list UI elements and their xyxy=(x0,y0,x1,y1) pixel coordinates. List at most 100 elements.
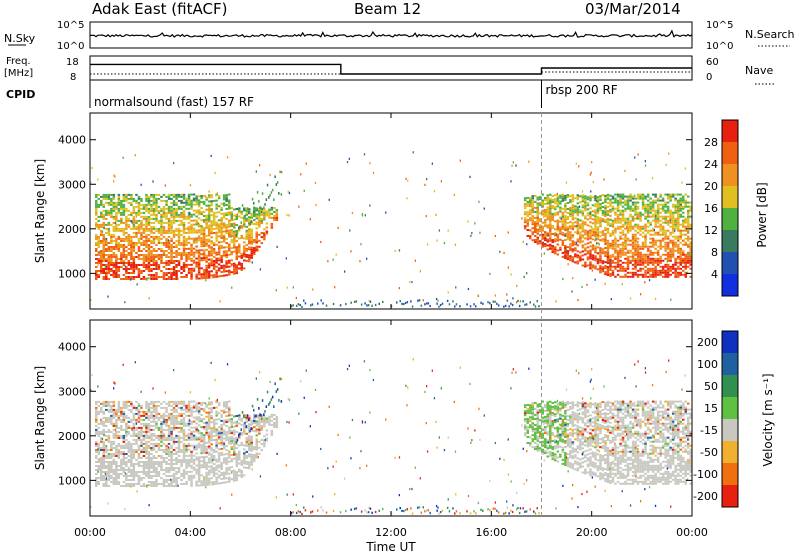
power-cell xyxy=(168,272,171,274)
velocity-cell xyxy=(190,437,193,439)
power-cell xyxy=(532,207,535,209)
power-cell xyxy=(597,230,600,232)
power-cell xyxy=(589,267,592,269)
power-cell xyxy=(584,262,587,264)
power-cell xyxy=(649,202,652,204)
power-cell xyxy=(385,212,386,214)
velocity-cell xyxy=(133,405,136,407)
power-cell xyxy=(248,248,251,250)
power-cell xyxy=(672,218,675,220)
power-cell xyxy=(537,219,540,221)
power-cell xyxy=(582,196,585,198)
power-cell xyxy=(173,218,176,220)
power-cell xyxy=(657,222,660,224)
power-cell xyxy=(95,200,98,202)
power-cell xyxy=(609,257,612,259)
velocity-cell xyxy=(133,465,136,467)
power-cell xyxy=(190,202,193,204)
power-cell xyxy=(649,254,652,256)
power-cell xyxy=(133,236,136,238)
power-cell xyxy=(589,253,592,255)
power-cell xyxy=(652,206,655,208)
power-cell xyxy=(637,260,640,262)
power-cell xyxy=(158,220,161,222)
power-cell xyxy=(562,220,565,222)
power-cell xyxy=(587,230,590,232)
power-cell xyxy=(183,270,186,272)
power-cell xyxy=(682,226,685,228)
power-cell xyxy=(669,194,672,196)
power-cell xyxy=(677,246,680,248)
power-cell xyxy=(652,244,655,246)
power-cell xyxy=(624,274,627,276)
velocity-cell xyxy=(103,479,106,481)
power-cell xyxy=(200,219,203,221)
power-cell xyxy=(612,196,615,198)
power-cell xyxy=(208,247,211,249)
velocity-cell xyxy=(143,473,146,475)
power-cell xyxy=(163,274,166,276)
power-cell xyxy=(183,276,186,278)
velocity-cell xyxy=(118,473,121,475)
velocity-cell xyxy=(173,437,176,439)
power-cell xyxy=(170,208,173,210)
power-cell xyxy=(569,213,572,215)
velocity-cell xyxy=(113,481,116,483)
velocity-cell xyxy=(158,405,161,407)
colorbar-segment xyxy=(722,164,738,186)
power-cell xyxy=(317,303,319,305)
power-cell xyxy=(185,244,188,246)
velocity-cell xyxy=(110,475,113,477)
power-cell xyxy=(163,222,166,224)
power-cell xyxy=(544,197,547,199)
power-cell xyxy=(640,293,641,295)
velocity-cell xyxy=(110,455,113,457)
power-cell xyxy=(205,243,208,245)
power-cell xyxy=(108,230,111,232)
power-cell xyxy=(657,264,660,266)
power-cell xyxy=(256,217,259,219)
power-cell xyxy=(233,273,236,275)
power-cell xyxy=(577,214,580,216)
power-cell xyxy=(685,226,688,228)
power-cell xyxy=(105,198,108,200)
velocity-cell xyxy=(133,463,136,465)
velocity-cell xyxy=(118,457,121,459)
power-cell xyxy=(135,226,138,228)
power-cell xyxy=(158,222,161,224)
velocity-cell xyxy=(198,438,201,440)
velocity-cell xyxy=(170,485,173,487)
power-cell xyxy=(158,236,161,238)
velocity-cell xyxy=(153,483,156,485)
nave-tick-bottom: 0 xyxy=(706,72,712,83)
power-cell xyxy=(238,248,241,250)
power-cell xyxy=(190,258,193,260)
power-cell xyxy=(193,224,196,226)
power-cell xyxy=(225,212,228,214)
velocity-cell xyxy=(168,427,171,429)
power-cell xyxy=(178,262,181,264)
power-cell xyxy=(108,196,111,198)
power-cell xyxy=(265,232,266,234)
power-cell xyxy=(246,250,249,252)
velocity-cell xyxy=(108,475,111,477)
velocity-cell xyxy=(188,439,191,441)
power-cell xyxy=(579,257,582,259)
velocity-cell xyxy=(128,449,131,451)
power-cell xyxy=(188,230,191,232)
power-cell xyxy=(564,207,567,209)
power-cell xyxy=(604,201,607,203)
power-cell xyxy=(148,260,151,262)
power-cell xyxy=(617,240,620,242)
velocity-cell xyxy=(168,485,171,487)
power-cell xyxy=(160,228,163,230)
power-cell xyxy=(120,254,123,256)
power-cell xyxy=(604,205,607,207)
power-cell xyxy=(110,242,113,244)
power-cell xyxy=(188,208,191,210)
velocity-cell xyxy=(188,405,191,407)
power-cell xyxy=(145,204,148,206)
power-cell xyxy=(228,250,231,252)
power-cell xyxy=(215,244,218,246)
power-cell xyxy=(103,204,106,206)
